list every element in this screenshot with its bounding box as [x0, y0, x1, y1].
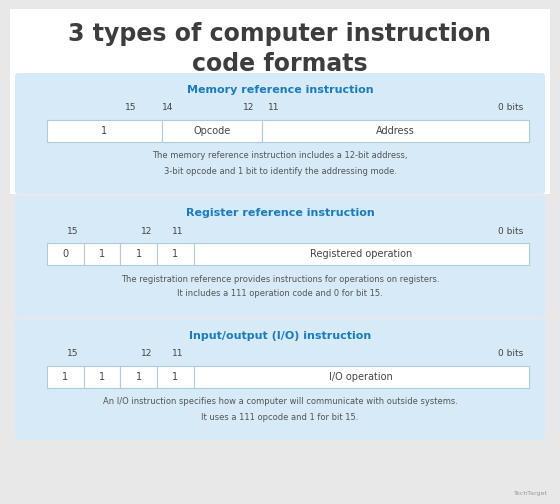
- Text: Registered operation: Registered operation: [310, 249, 412, 259]
- FancyBboxPatch shape: [15, 73, 545, 194]
- Text: It includes a 111 operation code and 0 for bit 15.: It includes a 111 operation code and 0 f…: [177, 289, 383, 298]
- Text: The memory reference instruction includes a 12-bit address,: The memory reference instruction include…: [152, 152, 408, 160]
- Text: 12: 12: [243, 103, 254, 112]
- Text: Opcode: Opcode: [193, 126, 231, 136]
- Bar: [47, 120, 162, 142]
- Text: It uses a 111 opcode and 1 for bit 15.: It uses a 111 opcode and 1 for bit 15.: [201, 412, 359, 421]
- Bar: [157, 366, 194, 388]
- Text: 3-bit opcode and 1 bit to identify the addressing mode.: 3-bit opcode and 1 bit to identify the a…: [164, 166, 396, 175]
- Text: Input/output (I/O) instruction: Input/output (I/O) instruction: [189, 331, 371, 341]
- Bar: [47, 243, 83, 265]
- Text: An I/O instruction specifies how a computer will communicate with outside system: An I/O instruction specifies how a compu…: [102, 398, 458, 407]
- Text: 1: 1: [101, 126, 108, 136]
- Text: Address: Address: [376, 126, 414, 136]
- Text: 12: 12: [141, 349, 152, 358]
- Text: 3 types of computer instruction: 3 types of computer instruction: [68, 22, 492, 46]
- Text: TechTarget: TechTarget: [514, 491, 548, 496]
- Text: Memory reference instruction: Memory reference instruction: [186, 85, 374, 95]
- Text: 1: 1: [136, 249, 142, 259]
- Text: 1: 1: [99, 372, 105, 382]
- Text: 0: 0: [62, 249, 68, 259]
- Text: I/O operation: I/O operation: [329, 372, 393, 382]
- Text: 11: 11: [172, 349, 184, 358]
- Bar: [194, 366, 529, 388]
- Text: The registration reference provides instructions for operations on registers.: The registration reference provides inst…: [121, 275, 439, 283]
- FancyBboxPatch shape: [15, 196, 545, 317]
- Text: 15: 15: [125, 103, 137, 112]
- Text: 0 bits: 0 bits: [498, 103, 524, 112]
- Text: 12: 12: [141, 226, 152, 235]
- Text: code formats: code formats: [192, 52, 368, 76]
- Text: Register reference instruction: Register reference instruction: [185, 208, 375, 218]
- Text: 1: 1: [172, 372, 178, 382]
- Bar: [10, 9, 550, 194]
- Text: 1: 1: [136, 372, 142, 382]
- Text: 11: 11: [268, 103, 279, 112]
- FancyBboxPatch shape: [15, 319, 545, 440]
- Text: 11: 11: [172, 226, 184, 235]
- Bar: [47, 366, 83, 388]
- Bar: [157, 243, 194, 265]
- Text: 0 bits: 0 bits: [498, 226, 524, 235]
- Bar: [162, 120, 262, 142]
- Bar: [262, 120, 529, 142]
- Bar: [120, 366, 157, 388]
- Text: 15: 15: [67, 349, 79, 358]
- Text: 1: 1: [62, 372, 68, 382]
- Text: 15: 15: [67, 226, 79, 235]
- Bar: [83, 243, 120, 265]
- Text: 0 bits: 0 bits: [498, 349, 524, 358]
- Bar: [83, 366, 120, 388]
- Text: 1: 1: [172, 249, 178, 259]
- Bar: [194, 243, 529, 265]
- Text: 1: 1: [99, 249, 105, 259]
- Text: 14: 14: [162, 103, 173, 112]
- Bar: [120, 243, 157, 265]
